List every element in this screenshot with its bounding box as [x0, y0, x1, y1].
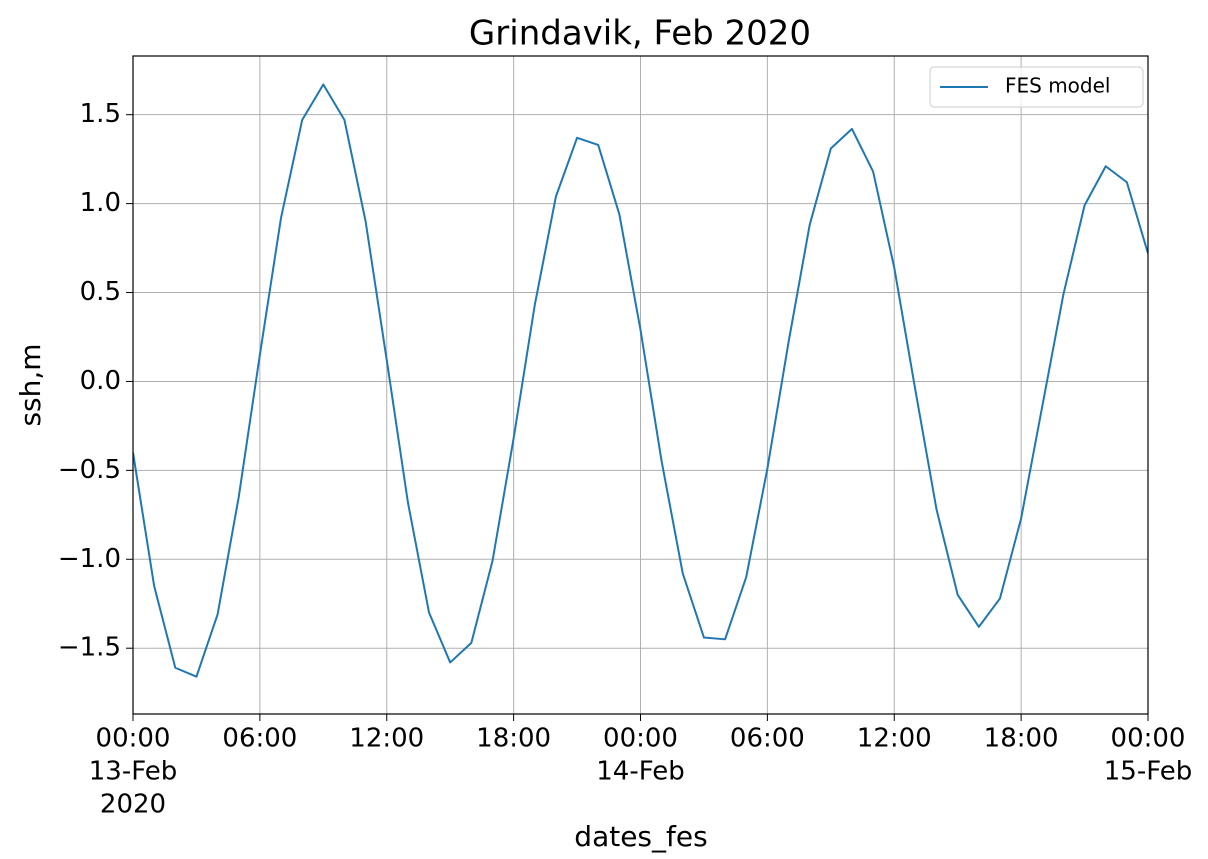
y-tick-label: −0.5: [58, 455, 121, 485]
y-axis-label: ssh,m: [14, 343, 47, 426]
x-tick-label: 12:00: [857, 724, 932, 754]
x-tick-label: 00:00: [96, 724, 171, 754]
legend-label: FES model: [1005, 74, 1110, 98]
legend: FES model: [929, 66, 1144, 108]
y-tick-label: −1.5: [58, 633, 121, 663]
x-tick-label: 2020: [100, 790, 166, 820]
y-tick-label: 0.0: [80, 366, 121, 396]
x-tick-label: 15-Feb: [1104, 757, 1193, 787]
x-tick-label: 06:00: [730, 724, 805, 754]
data-line: [133, 83, 1148, 678]
x-tick-label: 00:00: [1111, 724, 1186, 754]
x-tick-label: 00:00: [603, 724, 678, 754]
y-tick-label: −1.0: [58, 544, 121, 574]
y-tick-label: 1.0: [80, 188, 121, 218]
chart-title: Grindavik, Feb 2020: [469, 14, 811, 54]
x-tick-label: 18:00: [476, 724, 551, 754]
legend-box: [929, 66, 1144, 108]
y-tick-label: 1.5: [80, 99, 121, 129]
x-tick-label: 12:00: [349, 724, 424, 754]
x-tick-label: 18:00: [984, 724, 1059, 754]
y-tick-label: 0.5: [80, 277, 121, 307]
x-axis-label: dates_fes: [574, 820, 707, 853]
x-tick-label: 14-Feb: [596, 757, 685, 787]
x-tick-label: 06:00: [222, 724, 297, 754]
plot-frame: [132, 55, 1149, 715]
x-tick-label: 13-Feb: [89, 757, 178, 787]
